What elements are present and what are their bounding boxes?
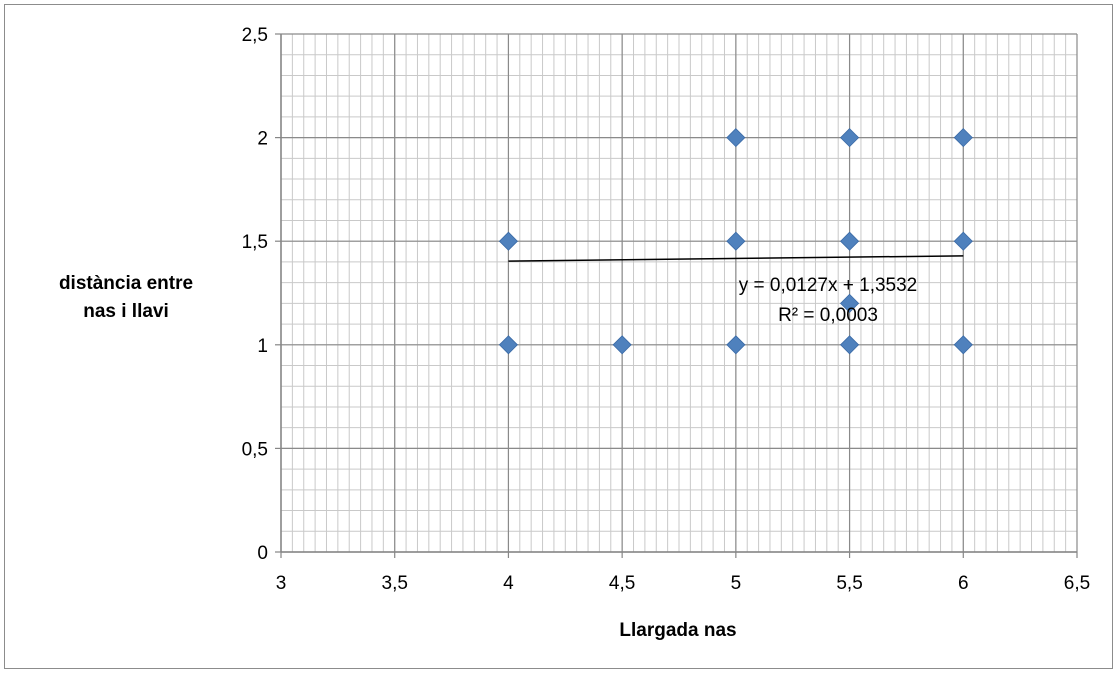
y-tick-label: 0,5 <box>242 439 268 460</box>
data-point <box>953 128 973 148</box>
data-point <box>726 128 746 148</box>
data-point <box>840 293 860 313</box>
x-axis-title: Llargada nas <box>619 620 736 641</box>
data-point <box>953 231 973 251</box>
data-point <box>840 128 860 148</box>
data-point <box>840 335 860 355</box>
data-point <box>840 231 860 251</box>
data-points <box>498 128 973 355</box>
y-tick-label: 2,5 <box>242 25 268 46</box>
trendline-group <box>508 255 964 262</box>
trendline-r-squared: R² = 0,0003 <box>778 305 878 326</box>
x-tick-label: 4,5 <box>609 573 635 594</box>
data-point <box>953 335 973 355</box>
y-tick-label: 2 <box>257 129 268 150</box>
trendline-equation: y = 0,0127x + 1,3532 <box>739 275 918 296</box>
trendline <box>508 255 964 262</box>
grid <box>280 33 1078 553</box>
data-point <box>498 231 518 251</box>
tick-labels: 3 3,5 4 4,5 5 5,5 6 6,5 0 0,5 1 1,5 2 2,5 <box>242 25 1091 594</box>
y-tick-label: 1,5 <box>242 232 268 253</box>
data-point <box>612 335 632 355</box>
x-tick-label: 4 <box>503 573 514 594</box>
data-point <box>498 335 518 355</box>
x-tick-label: 6,5 <box>1064 573 1090 594</box>
y-tick-label: 0 <box>257 543 268 564</box>
x-tick-label: 3,5 <box>382 573 408 594</box>
data-point <box>726 231 746 251</box>
y-tick-label: 1 <box>257 336 268 357</box>
x-tick-label: 3 <box>276 573 287 594</box>
chart-frame <box>4 4 1113 669</box>
y-axis-title-line-1: distància entre <box>59 273 193 294</box>
x-tick-label: 5 <box>731 573 742 594</box>
y-axis-title-line-2: nas i llavi <box>83 301 169 322</box>
data-point <box>726 335 746 355</box>
axes <box>275 33 1078 558</box>
x-tick-label: 6 <box>958 573 969 594</box>
x-tick-label: 5,5 <box>836 573 862 594</box>
